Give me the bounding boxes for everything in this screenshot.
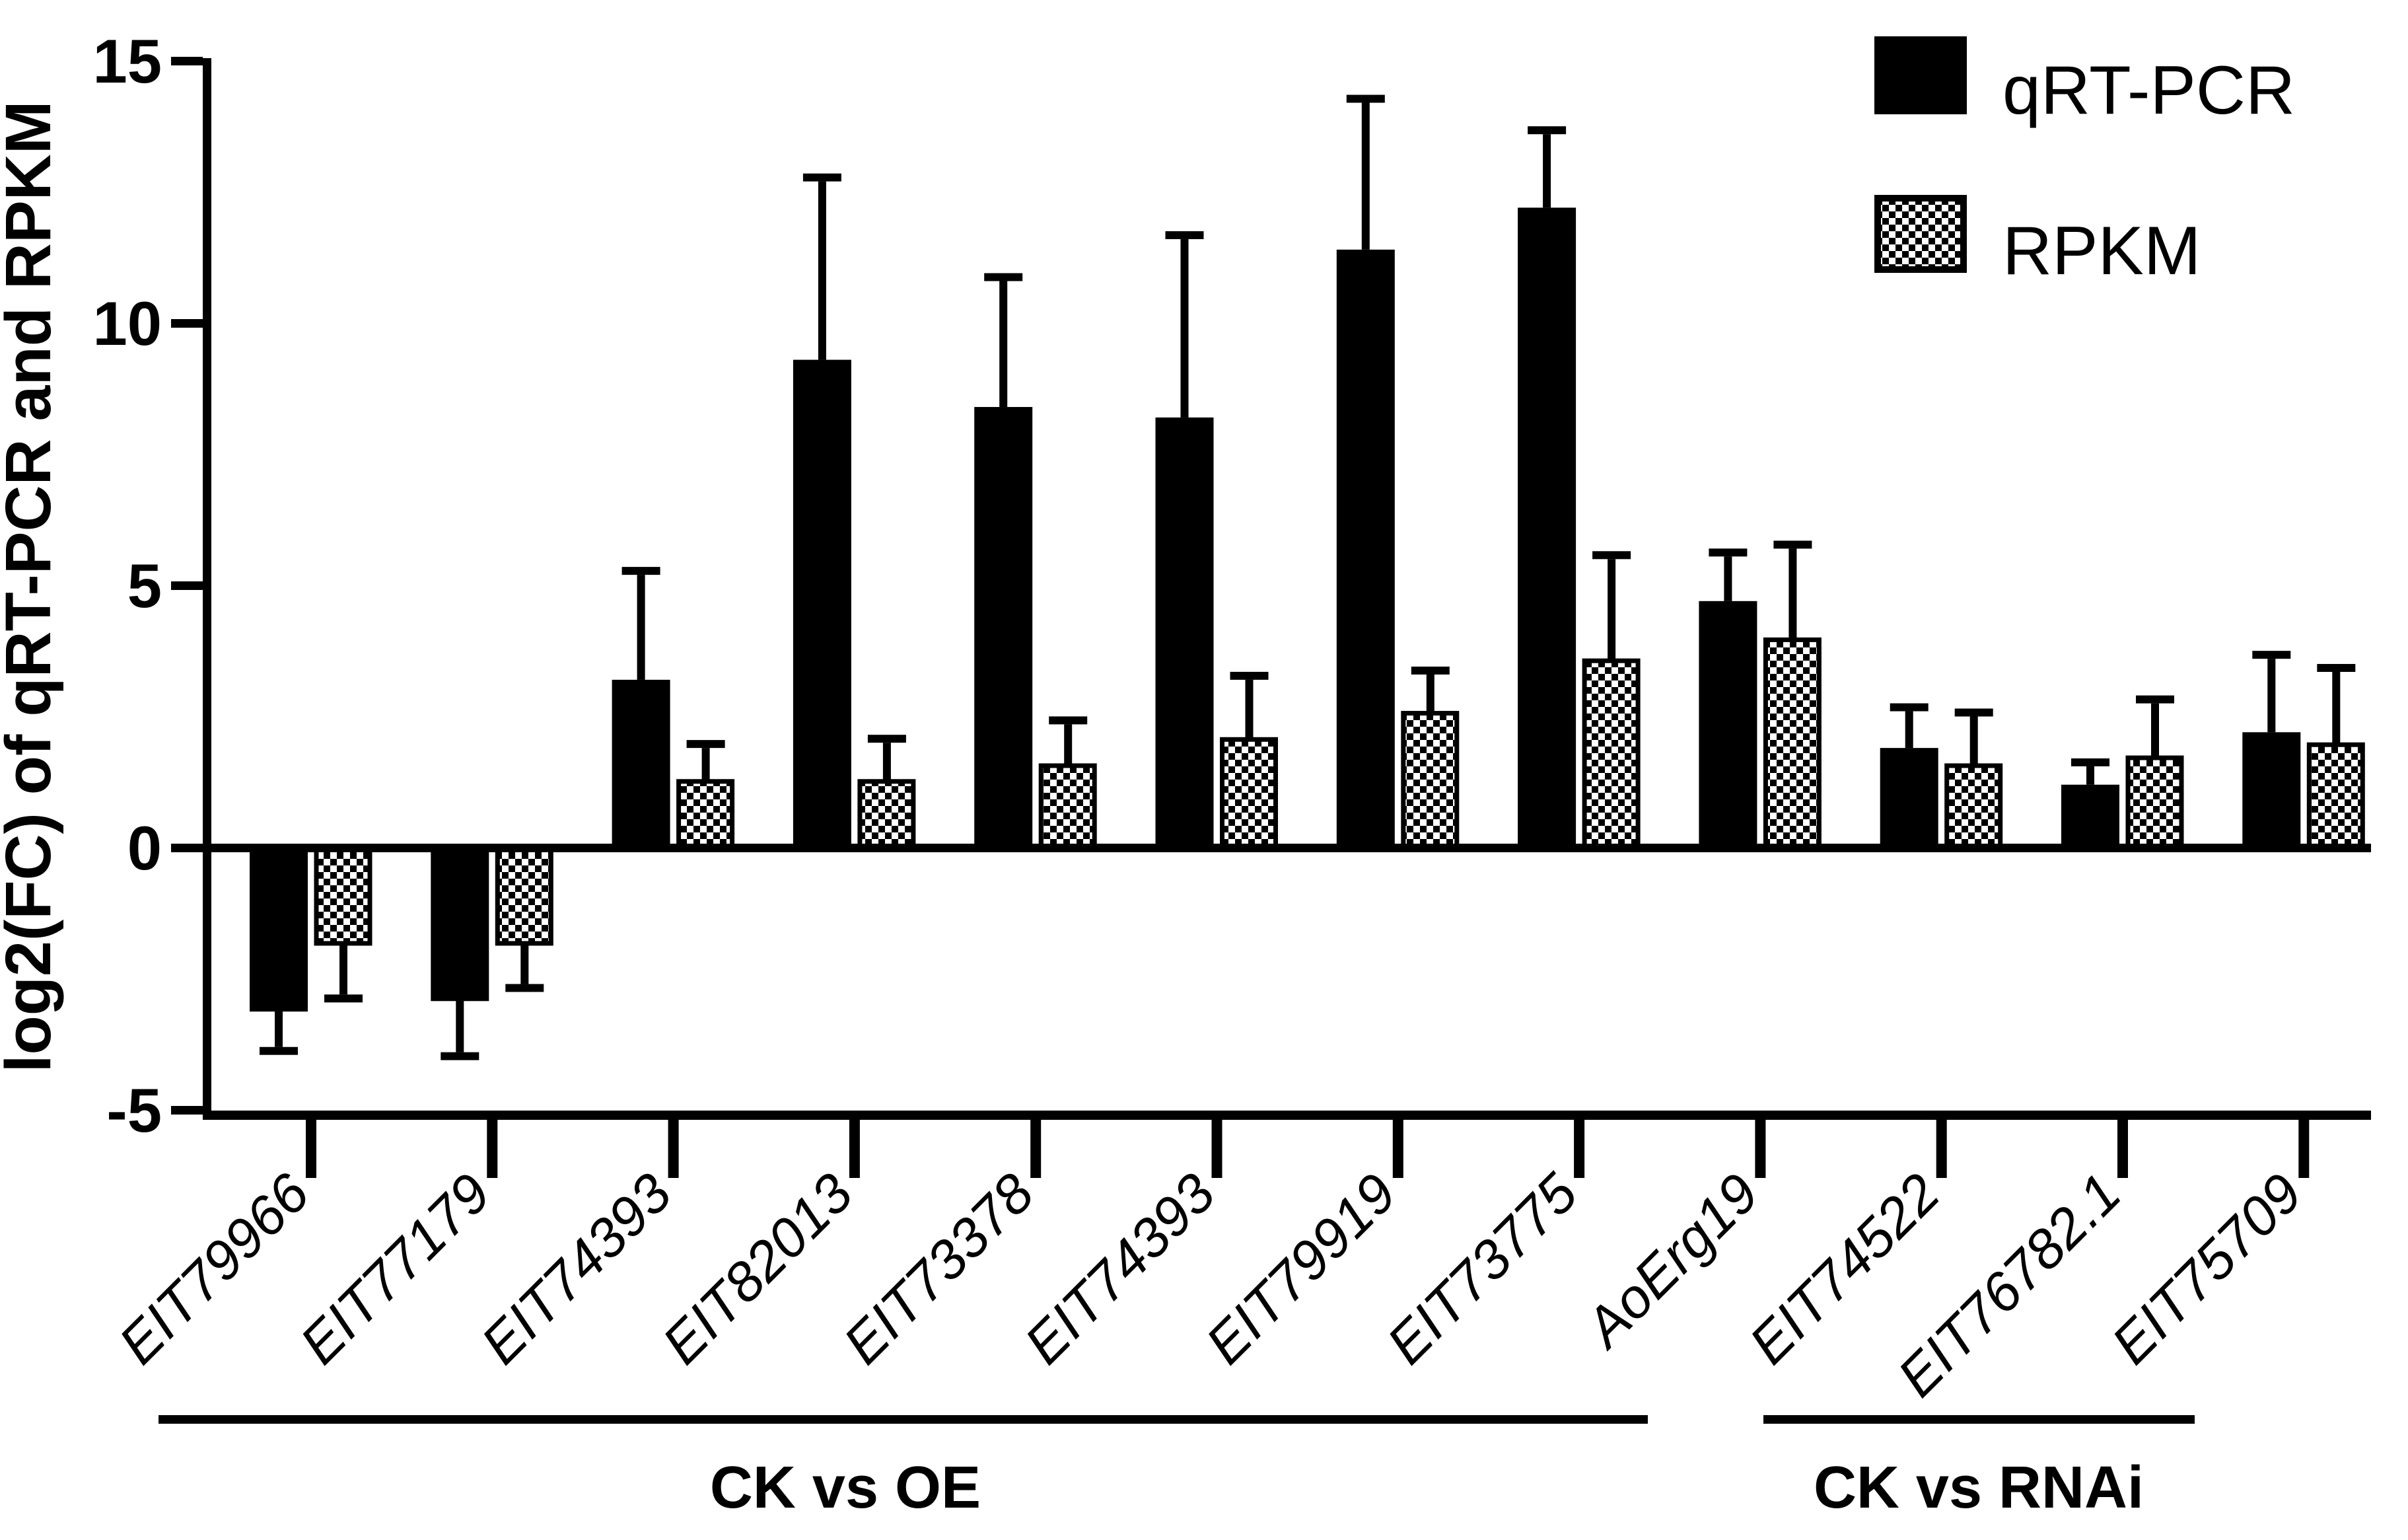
group-bracket-line: [159, 1415, 1648, 1424]
legend-label-rpkm: RPKM: [2002, 213, 2201, 289]
x-tick-label-gene: EIT79966: [107, 1161, 321, 1375]
y-axis-line: [203, 58, 211, 1120]
x-tick-label-gene: EIT75709: [2100, 1161, 2314, 1375]
y-tick-mark: [171, 844, 203, 852]
x-tick-label-gene: EIT74393: [1012, 1161, 1226, 1375]
y-tick-mark: [171, 319, 203, 328]
x-tick-label-gene: EIT73775: [1375, 1161, 1589, 1375]
bar-rpkm-11: [2306, 664, 2365, 852]
bar-qrtpcr-8: [1699, 548, 1757, 849]
bar-qrtpcr-6: [1336, 94, 1395, 850]
group-bracket-label: CK vs RNAi: [1814, 1455, 2144, 1521]
bar-rpkm-9: [1944, 708, 2003, 852]
bar-qrtpcr-11: [2242, 651, 2301, 849]
y-tick-label: -5: [106, 1076, 162, 1145]
x-tick-label-gene: EIT73378: [832, 1161, 1045, 1375]
x-tick-mark: [2117, 1120, 2128, 1178]
x-tick-mark: [849, 1120, 860, 1178]
x-tick-mark: [668, 1120, 679, 1178]
x-tick-mark: [306, 1120, 316, 1178]
x-tick-label-gene: EIT79919: [1193, 1161, 1407, 1375]
legend-swatch-rpkm: [1874, 195, 1967, 273]
x-tick-mark: [487, 1120, 498, 1178]
bar-rpkm-7: [1582, 551, 1641, 852]
bar-rpkm-10: [2125, 695, 2184, 852]
bar-rpkm-4: [1038, 716, 1097, 852]
zero-baseline: [203, 844, 2371, 852]
group-bracket-label: CK vs OE: [710, 1455, 981, 1521]
x-tick-label-gene: EIT77179: [288, 1161, 502, 1375]
bar-qrtpcr-10: [2061, 758, 2119, 849]
x-tick-mark: [1030, 1120, 1042, 1178]
y-tick-label: 0: [127, 813, 162, 883]
x-tick-mark: [1755, 1120, 1766, 1178]
bar-qrtpcr-0: [250, 848, 308, 1055]
x-axis-line: [203, 1111, 2371, 1120]
bar-qrtpcr-4: [974, 273, 1033, 849]
group-bracket-line: [1763, 1415, 2195, 1424]
x-tick-mark: [1936, 1120, 1947, 1178]
legend-swatch-qrtpcr: [1874, 36, 1967, 114]
bar-rpkm-2: [676, 740, 735, 852]
x-tick-mark: [1211, 1120, 1222, 1178]
bar-qrtpcr-1: [431, 848, 489, 1060]
bar-qrtpcr-2: [612, 567, 670, 849]
x-tick-label-gene: EIT82013: [651, 1161, 865, 1375]
y-tick-mark: [171, 581, 203, 590]
x-tick-mark: [1392, 1120, 1403, 1178]
y-tick-label: 15: [92, 26, 162, 96]
bar-qrtpcr-3: [793, 173, 851, 849]
x-tick-label-gene: EIT74393: [469, 1161, 683, 1375]
y-axis-title: log2(FC) of qRT-PCR and RPKM: [0, 100, 64, 1072]
bar-rpkm-0: [314, 847, 372, 1003]
bar-rpkm-6: [1401, 666, 1460, 852]
y-tick-mark: [171, 57, 203, 65]
x-tick-mark: [2298, 1120, 2310, 1178]
legend-label-qrtpcr: qRT-PCR: [2002, 52, 2295, 129]
bar-qrtpcr-9: [1880, 703, 1938, 849]
bar-rpkm-5: [1220, 671, 1278, 852]
y-tick-label: 5: [127, 551, 162, 620]
y-tick-label: 10: [92, 289, 162, 358]
x-tick-mark: [1574, 1120, 1585, 1178]
bar-rpkm-3: [857, 735, 916, 852]
bar-qrtpcr-5: [1155, 231, 1214, 849]
y-tick-mark: [171, 1106, 203, 1115]
bar-rpkm-8: [1763, 540, 1822, 852]
bar-qrtpcr-7: [1518, 126, 1576, 849]
bar-rpkm-1: [495, 847, 553, 992]
